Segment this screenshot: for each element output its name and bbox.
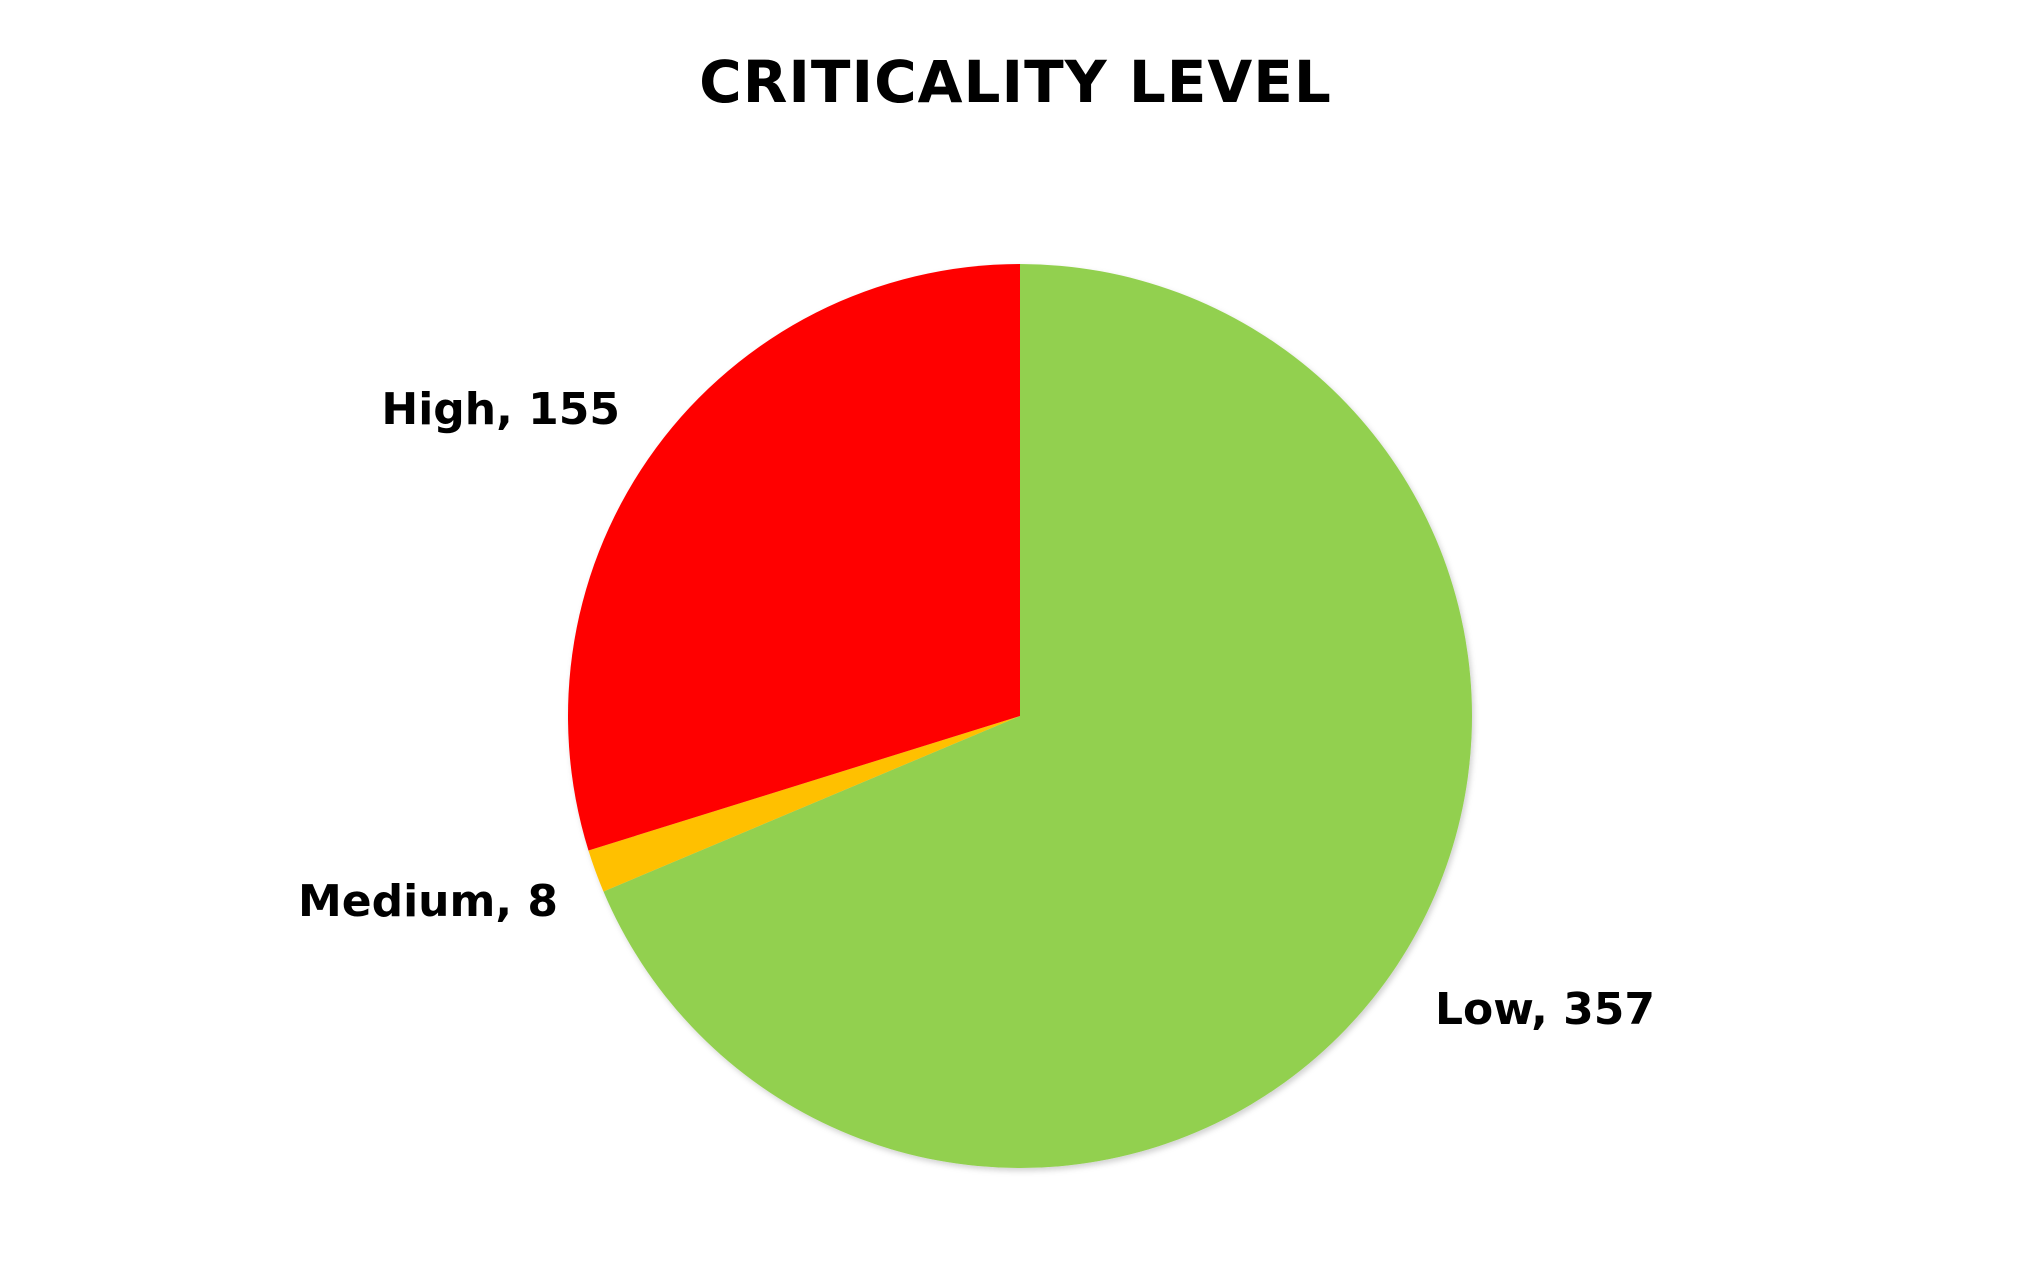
data-label-low: Low, 357 — [1435, 984, 1655, 1035]
pie-slices — [568, 264, 1472, 1168]
pie-slice-low — [603, 264, 1472, 1168]
chart-title: CRITICALITY LEVEL — [699, 48, 1332, 116]
data-label-high: High, 155 — [381, 384, 620, 435]
pie-data-labels: Low, 357 Medium, 8 High, 155 — [298, 384, 1655, 1035]
data-label-medium: Medium, 8 — [298, 876, 558, 927]
pie-slice-high — [568, 264, 1020, 851]
pie-slice-medium — [588, 716, 1020, 892]
